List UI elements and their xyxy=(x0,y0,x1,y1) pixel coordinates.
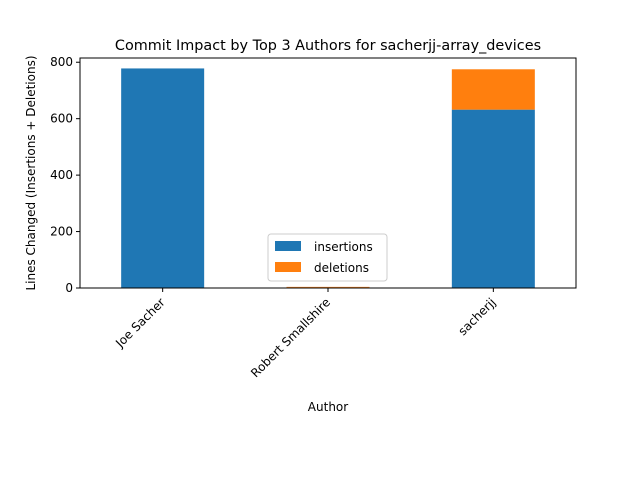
y-tick-label: 200 xyxy=(50,225,73,239)
x-tick-label: sacherjj xyxy=(455,295,498,338)
y-axis-label: Lines Changed (Insertions + Deletions) xyxy=(24,55,38,290)
y-tick-label: 600 xyxy=(50,112,73,126)
x-ticks: Joe Sacher Robert Smallshire sacherjj xyxy=(112,288,498,380)
y-tick-label: 800 xyxy=(50,55,73,69)
plot-frame xyxy=(79,57,577,289)
legend-swatch-insertions xyxy=(275,241,301,251)
legend-swatch-deletions xyxy=(275,262,301,272)
chart-title: Commit Impact by Top 3 Authors for sache… xyxy=(115,38,541,54)
legend: insertions deletions xyxy=(267,233,388,282)
bar-insertions-0 xyxy=(121,68,205,289)
bar-deletions-1 xyxy=(286,286,370,288)
x-tick-label: Robert Smallshire xyxy=(248,295,333,380)
y-tick-label: 0 xyxy=(65,281,73,295)
legend-label-insertions: insertions xyxy=(314,240,373,254)
y-ticks: 0 200 400 600 800 xyxy=(50,55,80,295)
bar-insertions-2 xyxy=(451,109,535,289)
bar-deletions-2 xyxy=(451,69,535,110)
bars xyxy=(121,68,535,289)
x-tick-label: Joe Sacher xyxy=(112,295,168,351)
y-tick-label: 400 xyxy=(50,168,73,182)
legend-label-deletions: deletions xyxy=(314,261,369,275)
x-axis-label: Author xyxy=(308,400,348,414)
